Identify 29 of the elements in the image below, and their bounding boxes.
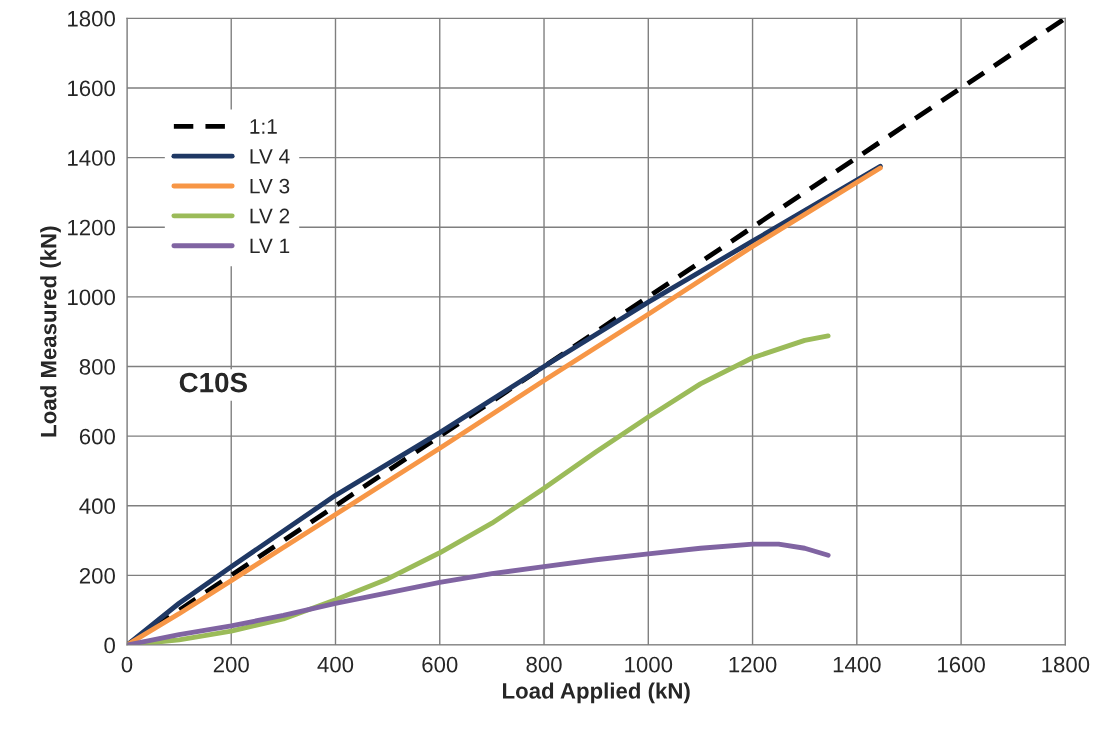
y-tick-label: 200 [79,567,115,584]
x-tick-label: 1600 [938,656,985,673]
x-tick-label: 600 [422,656,458,673]
x-tick-label: 400 [317,656,354,673]
x-tick-label: 0 [121,656,133,673]
x-tick-label: 1400 [833,656,881,673]
y-tick-label: 1000 [68,289,115,306]
legend-label: 1:1 [250,119,277,134]
legend-label: LV 2 [250,208,290,224]
x-axis-title: Load Applied (kN) [503,682,690,704]
y-tick-label: 1400 [68,150,115,166]
legend-label: LV 4 [250,149,290,164]
x-tick-label: 200 [213,656,249,673]
y-tick-label: 1600 [68,80,115,97]
y-tick-label: 800 [79,359,115,375]
x-tick-label: 800 [526,656,562,673]
y-tick-label: 400 [79,498,115,515]
y-tick-label: 600 [79,428,115,445]
x-tick-label: 1200 [729,656,777,673]
x-tick-label: 1800 [1042,656,1090,673]
y-tick-label: 0 [104,637,115,654]
legend-label: LV 3 [250,178,290,194]
y-tick-label: 1200 [68,219,115,236]
annotation: C10S [179,372,247,393]
y-tick-label: 1800 [68,10,115,27]
y-axis-title: Load Measured (kN) [40,226,61,437]
x-tick-label: 1000 [625,656,673,673]
legend-label: LV 1 [250,238,290,253]
line-series [126,541,831,646]
